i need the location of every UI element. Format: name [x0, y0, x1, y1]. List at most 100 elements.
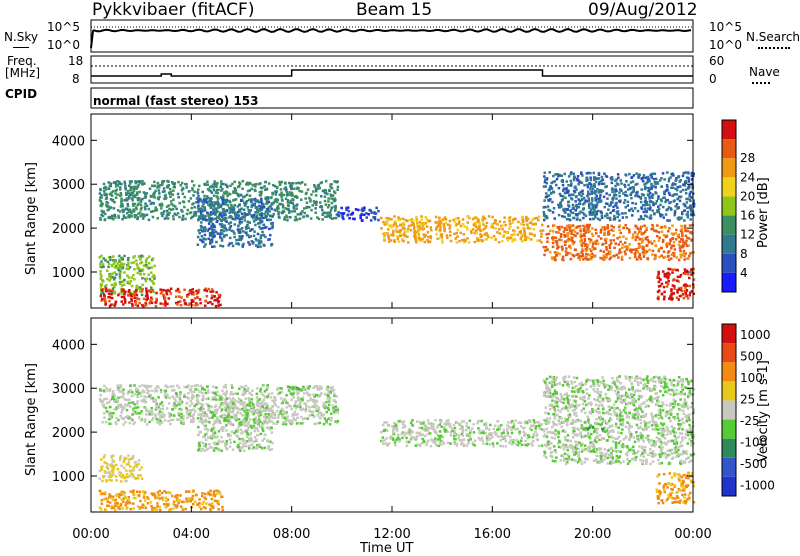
power-cell-1 [197, 236, 200, 239]
power-cell-6 [141, 294, 144, 297]
power-cell-3 [435, 216, 438, 219]
power-cell-5 [545, 192, 548, 195]
power-cell-6 [127, 281, 130, 284]
power-cell-0 [281, 199, 284, 202]
power-cell-0 [119, 186, 122, 189]
power-cell-4 [565, 250, 568, 253]
power-cell-4 [563, 230, 566, 233]
power-cell-0 [113, 201, 116, 204]
power-cell-8 [687, 273, 690, 276]
velocity-cell-1 [260, 433, 263, 436]
power-cell-0 [322, 212, 325, 215]
power-cell-0 [123, 209, 126, 212]
power-cell-4 [595, 229, 598, 232]
power-cell-4 [620, 232, 623, 235]
power-cell-3 [521, 235, 524, 238]
power-cell-5 [570, 197, 573, 200]
velocity-cell-0 [236, 400, 239, 403]
power-cell-0 [191, 203, 194, 206]
power-cell-3 [488, 215, 491, 218]
power-cell-5 [592, 211, 595, 214]
velocity-cell-0 [274, 412, 277, 415]
power-cell-0 [286, 219, 289, 222]
power-cell-0 [292, 182, 295, 185]
power-cell-2 [360, 214, 363, 217]
power-cell-4 [555, 231, 558, 234]
power-cell-6 [142, 268, 145, 271]
power-cell-0 [213, 194, 216, 197]
power-cell-0 [295, 182, 298, 185]
power-cell-1 [197, 201, 200, 204]
power-cell-6 [114, 271, 117, 274]
power-cell-3 [463, 233, 466, 236]
velocity-cell-0 [167, 420, 170, 423]
power-cell-0 [146, 205, 149, 208]
power-cell-0 [144, 195, 147, 198]
power-cell-4 [607, 224, 610, 227]
power-cell-1 [211, 232, 214, 235]
velocity-cell-1 [229, 438, 232, 441]
power-cell-0 [333, 217, 336, 220]
power-cell-5 [679, 200, 682, 203]
power-cell-5 [564, 208, 567, 211]
power-cell-1 [265, 198, 268, 201]
power-cell-0 [137, 199, 140, 202]
power-cell-5 [622, 216, 625, 219]
power-cell-0 [226, 186, 229, 189]
power-cell-5 [559, 203, 562, 206]
velocity-cell-0 [284, 413, 287, 416]
power-cell-7 [164, 296, 167, 299]
power-cell-5 [595, 204, 598, 207]
velocity-cell-0 [329, 387, 332, 390]
power-cell-4 [647, 239, 650, 242]
power-cell-3 [390, 218, 393, 221]
power-cell-5 [663, 178, 666, 181]
power-cell-5 [575, 209, 578, 212]
power-cell-0 [295, 219, 298, 222]
power-cell-0 [299, 182, 302, 185]
power-cell-5 [582, 203, 585, 206]
power-cell-7 [180, 296, 183, 299]
power-cell-0 [162, 191, 165, 194]
velocity-cell-0 [176, 385, 179, 388]
velocity-cell-0 [260, 392, 263, 395]
power-cell-2 [375, 207, 378, 210]
power-cell-0 [162, 213, 165, 216]
velocity-cell-0 [290, 393, 293, 396]
power-cell-8 [684, 268, 687, 271]
power-cell-3 [517, 226, 520, 229]
power-cell-3 [522, 224, 525, 227]
power-cell-6 [131, 262, 134, 265]
velocity-cell-0 [229, 401, 232, 404]
power-cell-8 [677, 276, 680, 279]
velocity-cell-1 [202, 411, 205, 414]
velocity-cell-0 [155, 401, 158, 404]
power-cell-1 [232, 245, 235, 248]
power-cell-3 [395, 228, 398, 231]
velocity-cell-0 [273, 396, 276, 399]
power-cell-4 [555, 254, 558, 257]
power-cell-1 [241, 227, 244, 230]
power-cell-0 [124, 199, 127, 202]
power-cell-1 [239, 231, 242, 234]
power-cell-3 [537, 219, 540, 222]
velocity-cell-1 [218, 430, 221, 433]
velocity-cell-0 [247, 389, 250, 392]
power-cell-5 [573, 175, 576, 178]
velocity-cell-0 [311, 414, 314, 417]
velocity-cell-0 [311, 406, 314, 409]
power-cell-5 [633, 186, 636, 189]
power-cell-6 [106, 270, 109, 273]
power-cell-0 [288, 182, 291, 185]
velocity-cell-0 [120, 384, 123, 387]
power-colorbar-swatch [722, 216, 736, 235]
power-cell-6 [123, 279, 126, 282]
velocity-cell-0 [330, 419, 333, 422]
power-cell-5 [573, 190, 576, 193]
power-cell-5 [677, 186, 680, 189]
power-cell-8 [685, 292, 688, 295]
power-cell-3 [520, 238, 523, 241]
power-cell-1 [211, 239, 214, 242]
power-cell-5 [634, 195, 637, 198]
power-cell-1 [271, 215, 274, 218]
